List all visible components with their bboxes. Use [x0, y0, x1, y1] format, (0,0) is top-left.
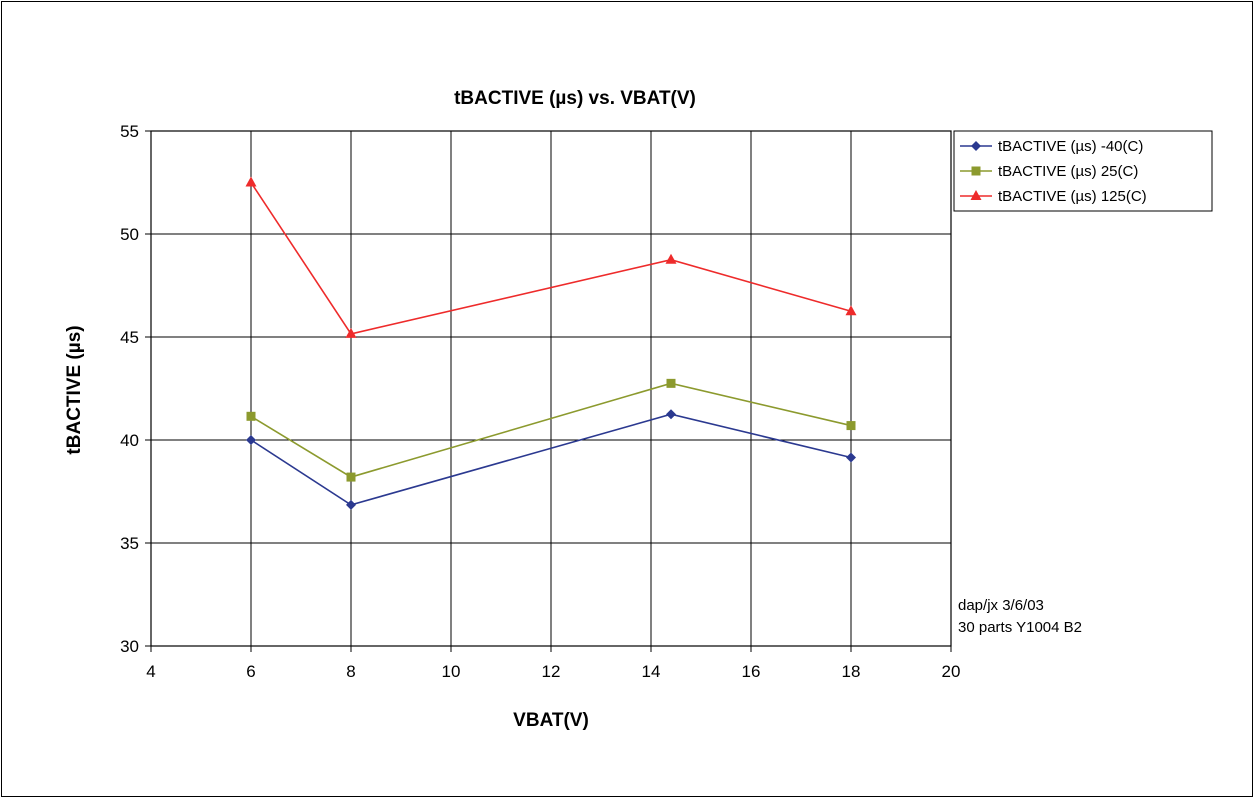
- series-line-1: [250, 382, 852, 478]
- series-line-0: [250, 413, 852, 506]
- x-tick-label: 12: [542, 662, 561, 681]
- chart-title: tBACTIVE (µs) vs. VBAT(V): [454, 88, 696, 109]
- data-point-series-2: [245, 176, 257, 187]
- data-point-series-2: [345, 327, 357, 338]
- legend-marker: [971, 141, 981, 151]
- plot-area: 30 35 40 45 50 55 4 6 8 10 12 14 16 18 20: [120, 122, 960, 681]
- data-point-series-2: [665, 253, 677, 264]
- data-point-series-1: [246, 411, 256, 421]
- x-tick-label: 8: [346, 662, 355, 681]
- y-tick-label: 30: [120, 637, 139, 656]
- data-point-series-0: [666, 409, 676, 420]
- x-tick-label: 20: [942, 662, 961, 681]
- legend-label: tBACTIVE (µs) 125(C): [998, 188, 1147, 205]
- x-tick-label: 10: [442, 662, 461, 681]
- x-tick-label: 6: [246, 662, 255, 681]
- x-tick-label: 14: [642, 662, 661, 681]
- y-tick-label: 40: [120, 431, 139, 450]
- x-axis-title: VBAT(V): [513, 710, 589, 731]
- legend-label: tBACTIVE (µs) 25(C): [998, 163, 1138, 180]
- data-point-series-0: [246, 435, 256, 445]
- y-axis-title: tBACTIVE (µs): [64, 325, 85, 454]
- series-line-2: [250, 182, 852, 335]
- data-point-series-2: [845, 305, 857, 316]
- data-point-series-1: [846, 421, 856, 431]
- annotation-date: dap/jx 3/6/03: [958, 597, 1044, 614]
- data-point-series-0: [846, 452, 856, 463]
- legend-marker: [971, 166, 981, 176]
- legend-label: tBACTIVE (µs) -40(C): [998, 138, 1143, 155]
- y-tick-label: 55: [120, 122, 139, 141]
- legend-marker: [970, 190, 982, 200]
- y-tick-label: 35: [120, 534, 139, 553]
- legend-box: [953, 130, 1213, 212]
- x-tick-label: 18: [842, 662, 861, 681]
- annotation-parts: 30 parts Y1004 B2: [958, 619, 1082, 636]
- data-point-series-0: [346, 499, 356, 510]
- x-tick-label: 16: [742, 662, 761, 681]
- data-point-series-1: [346, 472, 356, 482]
- legend: tBACTIVE (µs) -40(C) tBACTIVE (µs) 25(C) t…: [953, 130, 1213, 212]
- x-tick-label: 4: [146, 662, 155, 681]
- y-tick-label: 45: [120, 328, 139, 347]
- y-tick-label: 50: [120, 225, 139, 244]
- data-point-series-1: [666, 378, 676, 388]
